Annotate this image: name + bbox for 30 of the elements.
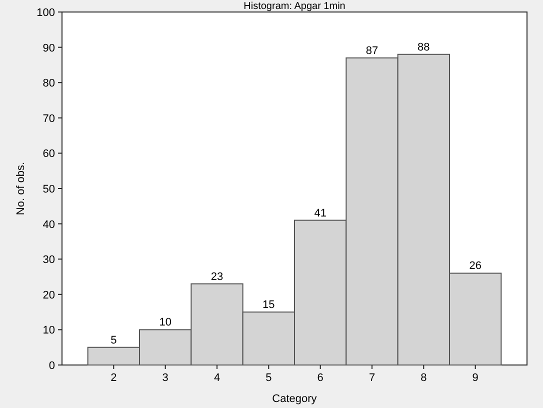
data-label: 5 [110,334,117,346]
y-tick-label: 60 [42,148,55,160]
y-tick-label: 50 [42,184,55,196]
y-tick-label: 30 [42,254,55,266]
y-tick-label: 80 [42,78,55,90]
data-label: 10 [159,316,172,329]
y-tick-label: 90 [42,42,55,54]
x-tick-label: 2 [110,372,117,384]
data-label: 23 [210,270,224,283]
data-label: 88 [418,41,430,54]
x-tick-label: 5 [266,372,272,384]
data-label: 15 [262,299,275,312]
y-tick-label: 0 [48,360,55,372]
y-tick-label: 100 [36,7,55,19]
y-tick-label: 10 [42,324,55,337]
x-tick-label: 8 [420,372,427,384]
x-tick-label: 3 [162,372,168,384]
y-tick-label: 70 [42,112,55,125]
data-label: 87 [366,44,378,57]
x-axis-title: Category [272,393,318,405]
x-tick-label: 6 [317,372,324,384]
x-tick-label: 4 [214,372,220,384]
data-label: 26 [469,260,482,272]
y-axis-title: No. of obs. [15,162,27,216]
y-tick-label: 20 [42,289,55,302]
y-tick-label: 40 [42,218,55,231]
data-label: 41 [314,207,326,220]
x-tick-label: 9 [472,372,478,384]
x-tick-label: 7 [368,372,376,384]
chart-title: Histogram: Apgar 1min [244,1,346,12]
